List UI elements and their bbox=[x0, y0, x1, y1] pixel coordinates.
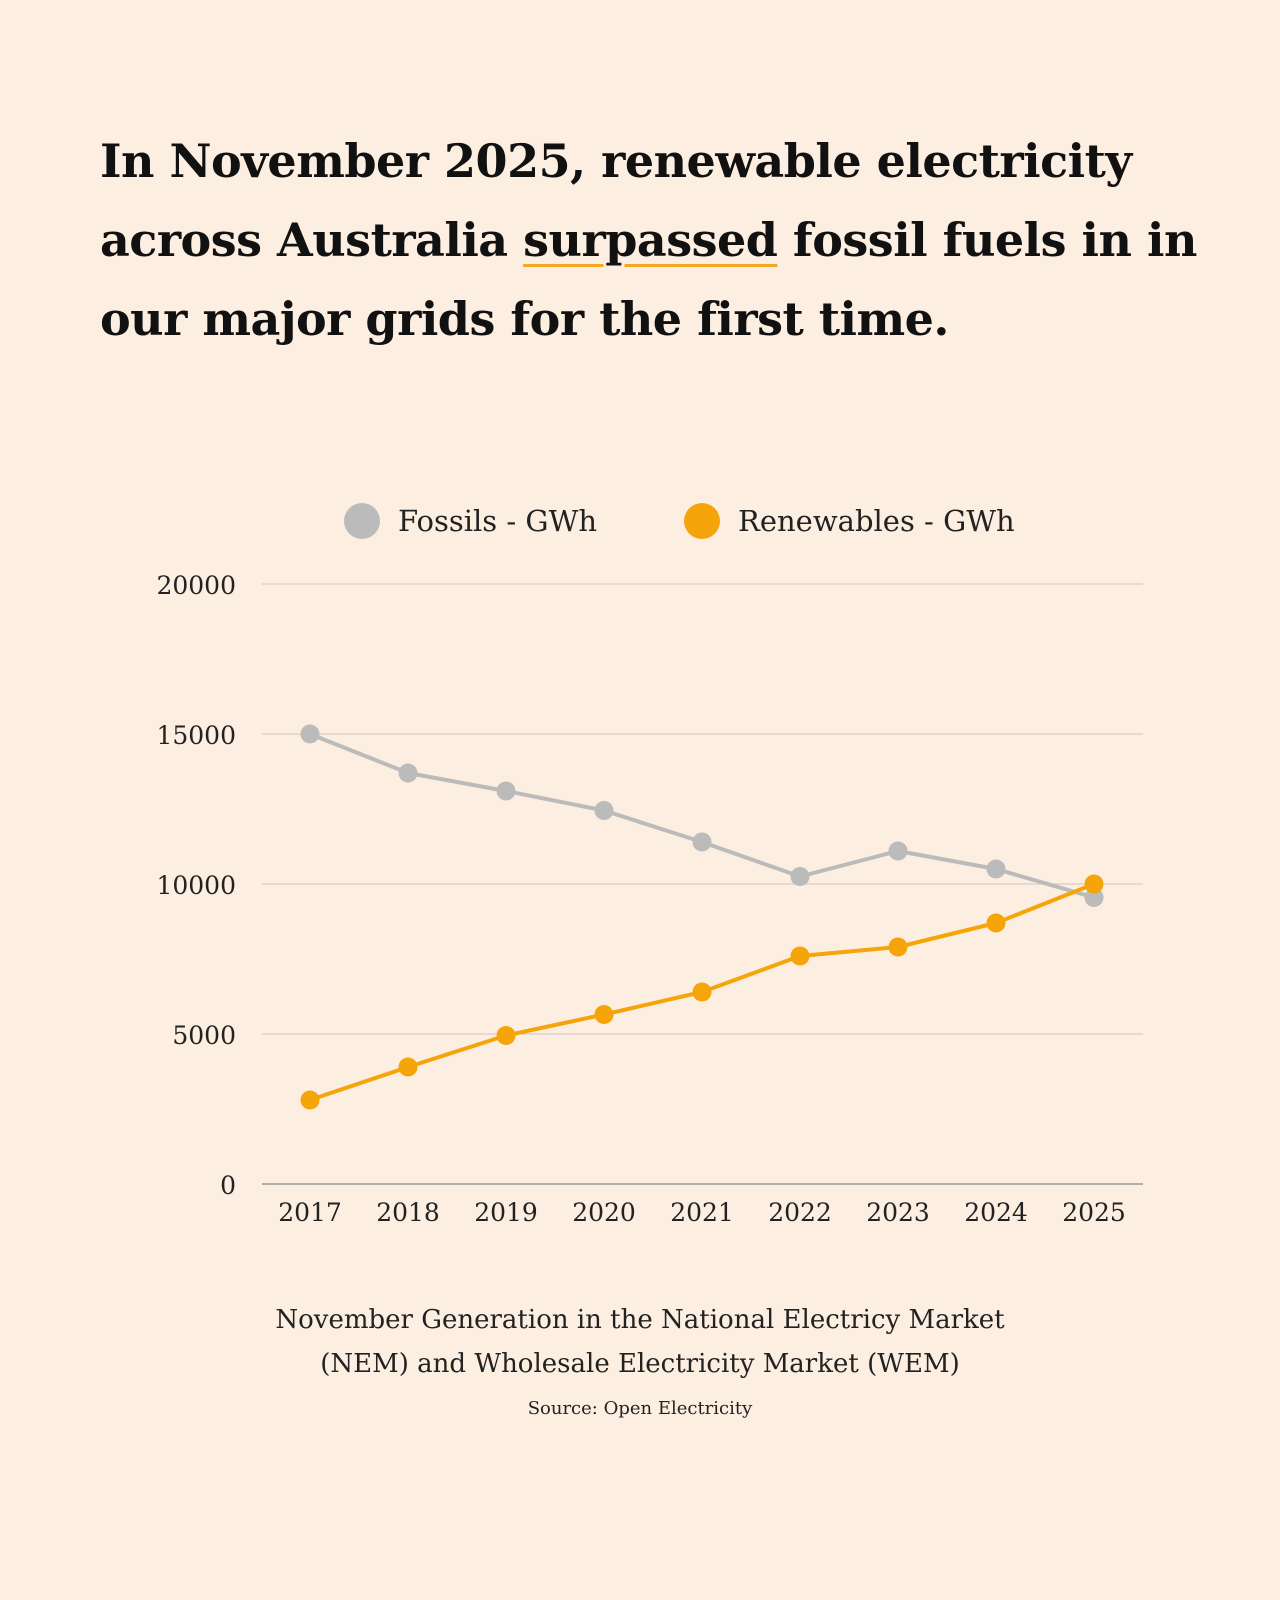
x-tick-label-2024: 2024 bbox=[964, 1198, 1028, 1227]
data-point-renewables-2018 bbox=[398, 1057, 418, 1077]
y-axis-ticks: 0 5000 10000 15000 20000 bbox=[156, 571, 236, 1200]
headline: In November 2025, renewable electricity … bbox=[100, 122, 1220, 359]
x-tick-label-2020: 2020 bbox=[572, 1198, 636, 1227]
y-tick-label-15000: 15000 bbox=[156, 721, 236, 750]
data-point-renewables-2023 bbox=[888, 937, 908, 957]
x-tick-label-2019: 2019 bbox=[474, 1198, 538, 1227]
chart-legend: Fossils - GWh Renewables - GWh bbox=[344, 503, 1015, 539]
x-tick-label-2018: 2018 bbox=[376, 1198, 440, 1227]
series-line-fossils bbox=[308, 732, 1096, 900]
data-point-fossils-2024 bbox=[986, 859, 1006, 879]
x-tick-label-2025: 2025 bbox=[1062, 1198, 1126, 1227]
x-tick-label-2021: 2021 bbox=[670, 1198, 734, 1227]
data-point-renewables-2019 bbox=[496, 1026, 516, 1045]
x-tick-label-2022: 2022 bbox=[768, 1198, 832, 1227]
data-point-fossils-2023 bbox=[888, 841, 908, 861]
data-point-renewables-2020 bbox=[594, 1005, 614, 1024]
data-point-renewables-2024 bbox=[986, 913, 1006, 933]
headline-highlight: surpassed bbox=[523, 213, 778, 267]
data-point-fossils-2020 bbox=[594, 801, 614, 820]
data-point-fossils-2018 bbox=[398, 763, 418, 783]
data-point-fossils-2021 bbox=[692, 832, 712, 852]
y-tick-label-10000: 10000 bbox=[156, 871, 236, 900]
legend-marker-fossils bbox=[344, 503, 380, 539]
caption-line-1: November Generation in the National Elec… bbox=[275, 1305, 1005, 1335]
line-chart: Fossils - GWh Renewables - GWh 0 5000 10000… bbox=[156, 503, 1143, 1227]
legend-label-renewables: Renewables - GWh bbox=[738, 504, 1015, 538]
headline-text-2: fossil fuels in in our major grids for t… bbox=[100, 213, 1197, 346]
y-tick-label-0: 0 bbox=[220, 1171, 236, 1200]
x-axis-ticks: 2017 2018 2019 2020 2021 2022 2023 2024 2025 bbox=[278, 1198, 1126, 1227]
data-point-fossils-2017 bbox=[300, 724, 320, 744]
chart-caption: November Generation in the National Elec… bbox=[0, 1298, 1280, 1386]
data-point-renewables-2017 bbox=[300, 1090, 320, 1110]
data-point-fossils-2022 bbox=[790, 867, 810, 886]
caption-line-2: (NEM) and Wholesale Electricity Market (… bbox=[320, 1349, 960, 1379]
data-point-renewables-2025 bbox=[1084, 874, 1104, 894]
x-tick-label-2017: 2017 bbox=[278, 1198, 342, 1227]
data-point-fossils-2025 bbox=[1084, 888, 1104, 907]
chart-grid bbox=[262, 583, 1143, 1185]
data-point-renewables-2021 bbox=[692, 982, 712, 1002]
legend-label-fossils: Fossils - GWh bbox=[398, 504, 597, 538]
y-tick-label-20000: 20000 bbox=[156, 571, 236, 600]
headline-text-1: In November 2025, renewable electricity … bbox=[100, 134, 1132, 267]
y-tick-label-5000: 5000 bbox=[172, 1021, 236, 1050]
legend-marker-renewables bbox=[684, 503, 720, 539]
chart-series bbox=[300, 724, 1104, 1110]
data-point-renewables-2022 bbox=[790, 946, 810, 966]
data-point-fossils-2019 bbox=[496, 781, 516, 801]
x-tick-label-2023: 2023 bbox=[866, 1198, 930, 1227]
source-note: Source: Open Electricity bbox=[527, 1398, 753, 1419]
